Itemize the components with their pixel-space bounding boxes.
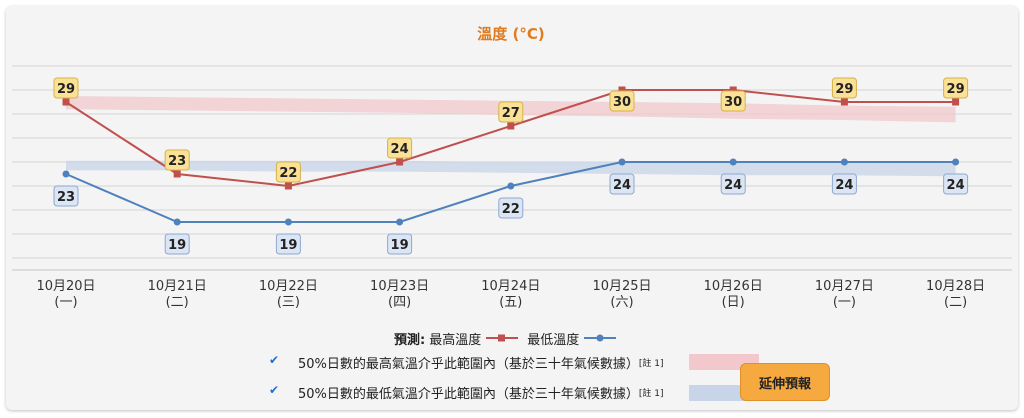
min-temp-label-bg: [387, 233, 413, 255]
min-temp-label: 24: [947, 178, 965, 193]
min-temp-label-bg: [53, 185, 79, 207]
x-tick-weekday: (日): [722, 295, 745, 310]
legend-min-line-icon: [584, 334, 617, 342]
max-temp-point: [729, 86, 737, 94]
max-temp-label: 29: [57, 82, 75, 97]
forecast-panel: 溫度 (°C) 29 23 22 24 27 30 30 29 29 23 19 19 19 22 24 24 2…: [6, 6, 1018, 410]
x-tick-weekday: (四): [388, 295, 411, 310]
min-temp-label-bg: [498, 197, 524, 219]
max-temp-label: 22: [279, 166, 297, 181]
max-temp-label: 30: [724, 95, 742, 110]
min-temp-point: [62, 170, 70, 178]
min-temp-point: [840, 158, 848, 166]
max-range-checkbox[interactable]: [269, 353, 280, 367]
max-temp-label: 23: [168, 154, 186, 169]
x-tick-weekday: (五): [499, 295, 522, 310]
max-temp-point: [396, 158, 404, 166]
max-temp-label: 24: [391, 142, 409, 157]
x-tick-weekday: (三): [277, 295, 300, 310]
min-range-band: [66, 160, 956, 177]
min-temp-label: 19: [391, 238, 409, 253]
max-temp-label-bg: [720, 90, 746, 112]
x-tick-weekday: (一): [54, 295, 77, 310]
min-temp-label: 19: [279, 238, 297, 253]
x-tick-weekday: (一): [833, 295, 856, 310]
max-temp-label: 27: [502, 106, 520, 121]
max-temp-label-bg: [498, 101, 524, 123]
min-temp-label-bg: [164, 233, 190, 255]
max-range-text: 50%日數的最高氣溫介乎此範圍內（基於三十年氣候數據）: [298, 356, 639, 372]
max-temp-label-bg: [831, 77, 857, 99]
min-range-toggle[interactable]: 50%日數的最低氣溫介乎此範圍內（基於三十年氣候數據） [註 1]: [269, 381, 664, 403]
legend-max-label: 最高溫度: [429, 332, 482, 348]
max-temp-label: 30: [613, 95, 631, 110]
legend-min-label: 最低溫度: [527, 332, 580, 348]
max-range-note-link[interactable]: [註 1]: [638, 358, 664, 369]
min-range-text: 50%日數的最低氣溫介乎此範圍內（基於三十年氣候數據）: [298, 386, 639, 402]
x-tick-weekday: (二): [166, 295, 189, 310]
max-temp-label-bg: [609, 90, 635, 112]
min-temp-label-bg: [275, 233, 301, 255]
min-temp-label: 24: [613, 178, 631, 193]
max-range-toggle[interactable]: 50%日數的最高氣溫介乎此範圍內（基於三十年氣候數據） [註 1]: [269, 351, 664, 373]
min-temp-label: 23: [57, 190, 75, 205]
max-temp-point: [62, 98, 70, 106]
max-temp-point: [284, 182, 292, 190]
min-temp-label-bg: [720, 173, 746, 195]
chart-legend: 預測: 最高溫度 最低溫度: [394, 328, 625, 348]
x-tick-weekday: (二): [944, 295, 967, 310]
min-temp-label-bg: [943, 173, 969, 195]
x-tick-date: 10月24日: [481, 279, 540, 294]
max-temp-point: [507, 122, 515, 130]
max-temp-label-bg: [53, 77, 79, 99]
x-tick-date: 10月25日: [592, 279, 651, 294]
min-temp-label-bg: [609, 173, 635, 195]
max-temp-point: [618, 86, 626, 94]
min-temp-point: [173, 218, 181, 226]
min-temp-point: [284, 218, 292, 226]
max-temp-label-bg: [164, 149, 190, 171]
max-temp-point: [173, 170, 181, 178]
legend-prefix: 預測:: [394, 332, 426, 348]
min-temp-label: 19: [168, 238, 186, 253]
x-tick-date: 10月21日: [148, 279, 207, 294]
min-range-checkbox[interactable]: [269, 383, 280, 397]
max-temp-label: 29: [947, 82, 965, 97]
x-tick-date: 10月23日: [370, 279, 429, 294]
min-temp-point: [507, 182, 515, 190]
min-temp-point: [396, 218, 404, 226]
legend-item-min[interactable]: 最低溫度: [527, 329, 617, 348]
max-temp-label-bg: [943, 77, 969, 99]
min-range-note-link[interactable]: [註 1]: [638, 388, 664, 399]
legend-max-line-icon: [486, 334, 519, 342]
min-temp-point: [618, 158, 626, 166]
extended-forecast-button[interactable]: 延伸預報: [740, 363, 830, 401]
min-temp-point: [952, 158, 960, 166]
min-temp-label-bg: [831, 173, 857, 195]
x-tick-date: 10月22日: [259, 279, 318, 294]
min-temp-label: 24: [835, 178, 853, 193]
legend-item-max[interactable]: 最高溫度: [429, 329, 519, 348]
x-tick-weekday: (六): [610, 295, 633, 310]
temperature-chart: 溫度 (°C) 29 23 22 24 27 30 30 29 29 23 19 19 19 22 24 24 2…: [12, 25, 1012, 310]
x-tick-date: 10月28日: [926, 279, 985, 294]
chart-title: 溫度 (°C): [477, 25, 544, 43]
min-temp-label: 24: [724, 178, 742, 193]
max-temp-label-bg: [387, 137, 413, 159]
max-temp-point: [840, 98, 848, 106]
max-temp-label-bg: [275, 161, 301, 183]
min-temp-point: [729, 158, 737, 166]
x-tick-date: 10月27日: [815, 279, 874, 294]
max-temp-label: 29: [835, 82, 853, 97]
x-tick-date: 10月26日: [704, 279, 763, 294]
min-temp-label: 22: [502, 202, 520, 217]
max-temp-point: [952, 98, 960, 106]
x-tick-date: 10月20日: [36, 279, 95, 294]
